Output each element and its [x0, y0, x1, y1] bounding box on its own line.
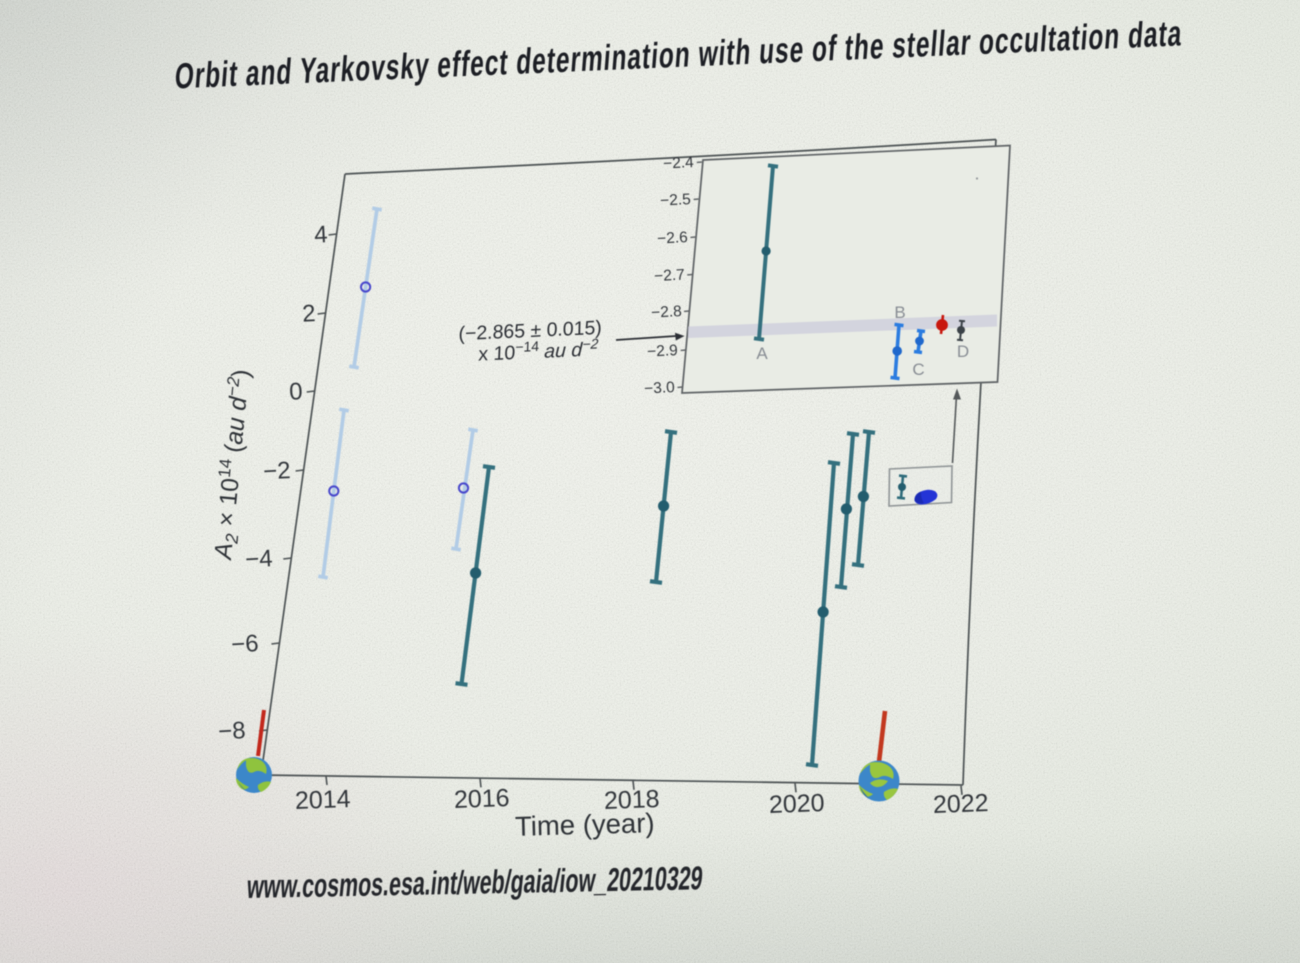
svg-text:−2.9: −2.9 — [647, 342, 678, 361]
svg-text:C: C — [912, 360, 924, 379]
svg-text:2018: 2018 — [603, 785, 660, 815]
svg-text:−2.8: −2.8 — [651, 303, 682, 322]
svg-text:D: D — [957, 342, 969, 361]
svg-text:2020: 2020 — [768, 789, 825, 819]
svg-text:B: B — [894, 303, 905, 322]
svg-text:2016: 2016 — [453, 784, 510, 814]
svg-text:−4: −4 — [245, 545, 274, 573]
svg-text:−8: −8 — [218, 717, 247, 745]
svg-text:2: 2 — [302, 300, 317, 328]
svg-text:Time (year): Time (year) — [515, 807, 655, 842]
svg-text:www.cosmos.esa.int/web/gaia/io: www.cosmos.esa.int/web/gaia/iow_20210329 — [245, 860, 705, 905]
svg-text:−3.0: −3.0 — [644, 379, 676, 398]
svg-text:4: 4 — [314, 221, 329, 249]
svg-text:Orbit and Yarkovsky effect det: Orbit and Yarkovsky effect determination… — [173, 13, 1184, 97]
svg-text:−2.6: −2.6 — [657, 229, 688, 248]
svg-text:A: A — [756, 344, 768, 363]
svg-text:−2.5: −2.5 — [660, 191, 691, 210]
svg-text:A2 × 1014 (au d−2): A2 × 1014 (au d−2) — [207, 368, 258, 563]
svg-text:−2.4: −2.4 — [663, 154, 695, 173]
svg-text:2014: 2014 — [294, 785, 351, 815]
svg-text:2022: 2022 — [932, 789, 989, 819]
svg-text:−6: −6 — [231, 630, 260, 658]
svg-text:−2.7: −2.7 — [654, 267, 685, 286]
svg-text:0: 0 — [289, 378, 304, 406]
svg-text:−2: −2 — [263, 457, 292, 485]
